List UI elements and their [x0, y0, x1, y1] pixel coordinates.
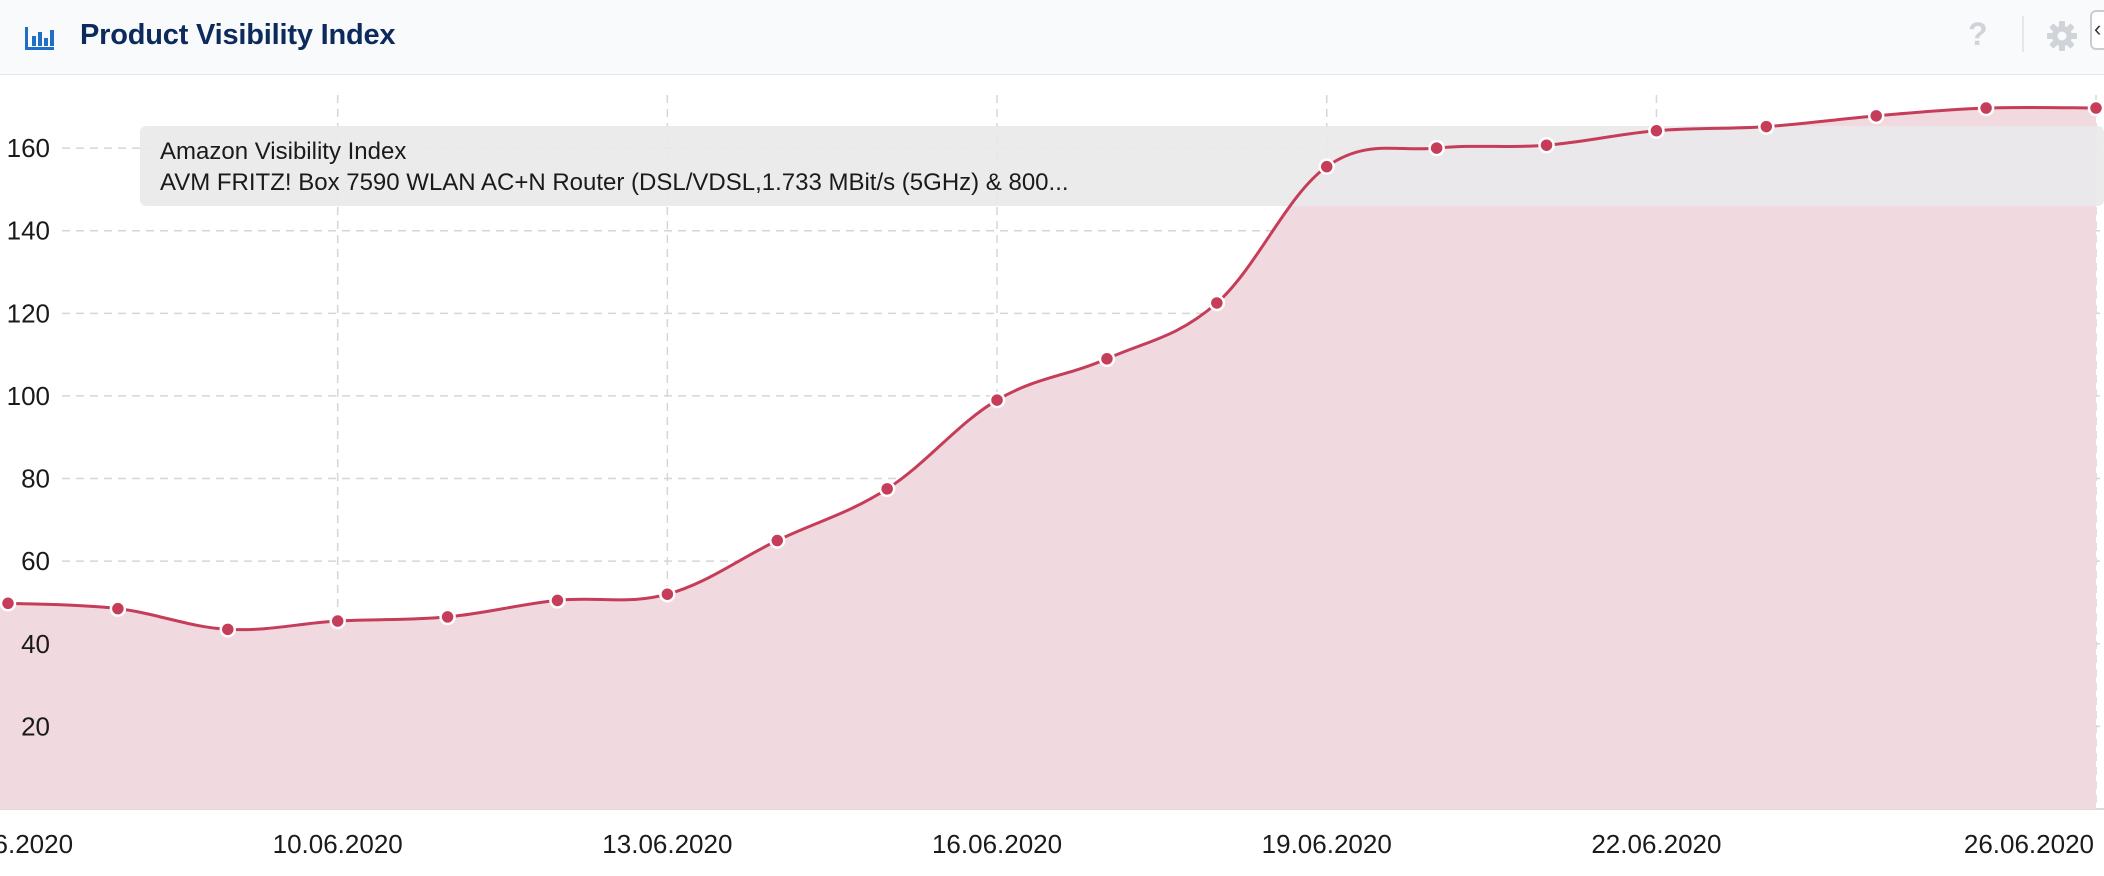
- widget-title: Product Visibility Index: [80, 19, 396, 51]
- x-tick-label: 26.06.2020: [1964, 829, 2094, 859]
- chevron-left-icon: ‹: [2094, 16, 2102, 41]
- area-layer: [0, 107, 2096, 809]
- tooltip: Amazon Visibility Index AVM FRITZ! Box 7…: [140, 126, 2104, 206]
- y-tick-label: 40: [21, 629, 50, 659]
- tooltip-text: AVM FRITZ! Box 7590 WLAN AC+N Router (DS…: [160, 169, 1069, 196]
- y-tick-label: 100: [7, 381, 50, 411]
- data-point[interactable]: [659, 585, 676, 603]
- tooltip-title: Amazon Visibility Index: [160, 138, 406, 165]
- area-fill-lead: [0, 603, 8, 809]
- data-point[interactable]: [1648, 122, 1665, 139]
- y-tick-label: 20: [21, 711, 50, 741]
- data-point[interactable]: [329, 612, 346, 630]
- data-point[interactable]: [988, 391, 1006, 409]
- bar-chart-icon: [25, 27, 54, 50]
- data-point[interactable]: [1977, 99, 1995, 117]
- x-tick-label: 19.06.2020: [1262, 829, 1392, 859]
- x-tick-label: 07.06.2020: [0, 829, 73, 859]
- gear-icon[interactable]: [2046, 20, 2078, 52]
- y-axis: 20 40 60 80 100 120 140 160: [7, 133, 50, 741]
- data-point[interactable]: [0, 595, 17, 612]
- y-tick-label: 160: [7, 133, 50, 163]
- data-point[interactable]: [1318, 158, 1335, 175]
- data-point[interactable]: [109, 600, 127, 617]
- y-tick-label: 60: [21, 546, 50, 576]
- help-icon[interactable]: ?: [1968, 16, 1988, 52]
- widget-header: Product Visibility Index ? ‹: [0, 0, 2104, 75]
- x-axis: 07.06.2020 10.06.2020 13.06.2020 16.06.2020…: [0, 829, 2094, 859]
- collapse-button[interactable]: ‹: [2090, 10, 2104, 50]
- area-fill: [8, 107, 2096, 809]
- data-point[interactable]: [1758, 118, 1775, 135]
- x-tick-label: 10.06.2020: [273, 829, 403, 859]
- data-point[interactable]: [549, 592, 566, 609]
- x-tick-label: 22.06.2020: [1591, 829, 1721, 859]
- data-point[interactable]: [878, 480, 896, 498]
- header-divider: [2022, 16, 2024, 52]
- series-line: [7, 105, 2097, 632]
- tooltip-box: [140, 126, 2104, 206]
- y-tick-label: 140: [7, 216, 50, 246]
- visibility-chart: Amazon Visibility Index AVM FRITZ! Box 7…: [0, 95, 2104, 859]
- data-point[interactable]: [1208, 294, 1226, 312]
- data-point[interactable]: [769, 532, 786, 549]
- x-tick-label: 13.06.2020: [602, 829, 732, 859]
- data-point[interactable]: [1867, 107, 1885, 125]
- data-point[interactable]: [219, 621, 237, 638]
- y-tick-label: 80: [21, 464, 50, 494]
- data-point[interactable]: [1538, 136, 1555, 154]
- data-point[interactable]: [1428, 139, 1445, 157]
- x-tick-label: 16.06.2020: [932, 829, 1062, 859]
- data-point[interactable]: [439, 608, 456, 626]
- data-point[interactable]: [1098, 350, 1116, 368]
- y-tick-label: 120: [7, 298, 50, 328]
- points-layer: [0, 99, 2104, 638]
- data-point[interactable]: [2087, 99, 2104, 117]
